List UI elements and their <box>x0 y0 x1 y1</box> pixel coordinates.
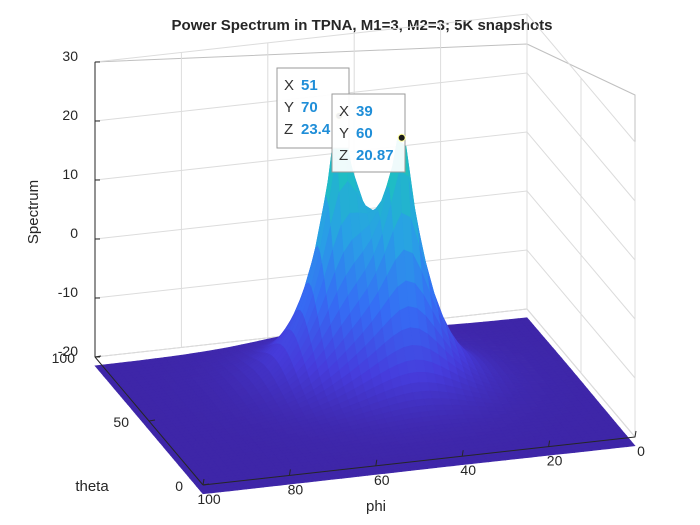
data-tip-key: X <box>284 77 294 94</box>
y-tick-label: 0 <box>175 478 183 494</box>
data-tip-value: 23.4 <box>301 121 331 138</box>
y-axis-label: theta <box>75 478 109 495</box>
data-tips: X 51 Y 70 Z 23.4 X 39 Y 60 Z 20.87 <box>276 67 406 173</box>
surface-plot <box>94 119 636 495</box>
data-tip-value: 70 <box>301 99 318 116</box>
x-tick-label: 100 <box>197 491 221 507</box>
x-tick-mark <box>202 478 205 486</box>
data-tip[interactable]: X 39 Y 60 Z 20.87 <box>331 93 406 173</box>
data-tip-value: 51 <box>301 77 318 94</box>
axis-ticks: -20 -10 0 10 20 30 0 50 100 0 20 40 60 80 100 <box>52 48 645 507</box>
z-axis-label: Spectrum <box>25 180 42 244</box>
z-tick-label: -20 <box>58 343 78 359</box>
z-tick-label: -10 <box>58 284 78 300</box>
x-tick-mark <box>548 440 551 447</box>
y-tick-mark <box>202 483 210 486</box>
data-tip-key: Y <box>284 99 294 116</box>
x-tick-label: 80 <box>288 481 304 497</box>
x-tick-mark <box>288 469 291 476</box>
x-tick-label: 40 <box>460 462 476 478</box>
data-tip-key: X <box>339 103 349 120</box>
data-tip-value: 39 <box>356 103 373 120</box>
z-tick-label: 30 <box>62 48 78 64</box>
surface-patch <box>200 489 213 495</box>
phi-axis-line <box>202 436 636 486</box>
x-axis-label: phi <box>366 498 386 515</box>
data-tip-key: Y <box>339 125 349 142</box>
z-tick-label: 20 <box>62 107 78 123</box>
x-tick-label: 0 <box>637 443 645 459</box>
y-tick-label: 50 <box>113 414 129 430</box>
data-tip-box <box>331 93 406 173</box>
data-tip-value: 60 <box>356 125 373 142</box>
z-tick-label: 0 <box>70 225 78 241</box>
x-tick-mark <box>375 459 378 466</box>
data-tip-key: Z <box>339 147 348 164</box>
x-tick-mark <box>634 430 637 438</box>
axes-panes <box>94 13 636 439</box>
chart-title: Power Spectrum in TPNA, M1=3, M2=3; 5K s… <box>172 17 553 34</box>
x-tick-label: 20 <box>547 453 563 469</box>
x-tick-mark <box>461 450 464 457</box>
x-tick-label: 60 <box>374 472 390 488</box>
data-tip-marker <box>397 133 406 142</box>
z-tick-label: 10 <box>62 166 78 182</box>
data-tip-value: 20.87 <box>356 147 394 164</box>
y-tick-mark <box>148 419 156 422</box>
data-tip-key: Z <box>284 121 293 138</box>
y-tick-label: 100 <box>52 350 76 366</box>
y-tick-mark <box>94 355 102 358</box>
